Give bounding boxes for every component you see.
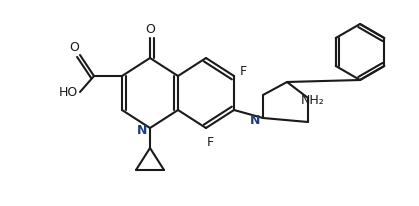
Text: F: F — [240, 64, 247, 77]
Text: NH₂: NH₂ — [301, 94, 325, 107]
Text: O: O — [145, 23, 155, 36]
Text: N: N — [137, 124, 147, 137]
Text: F: F — [207, 136, 214, 149]
Text: HO: HO — [59, 85, 78, 98]
Text: O: O — [69, 41, 79, 54]
Text: N: N — [250, 114, 260, 126]
